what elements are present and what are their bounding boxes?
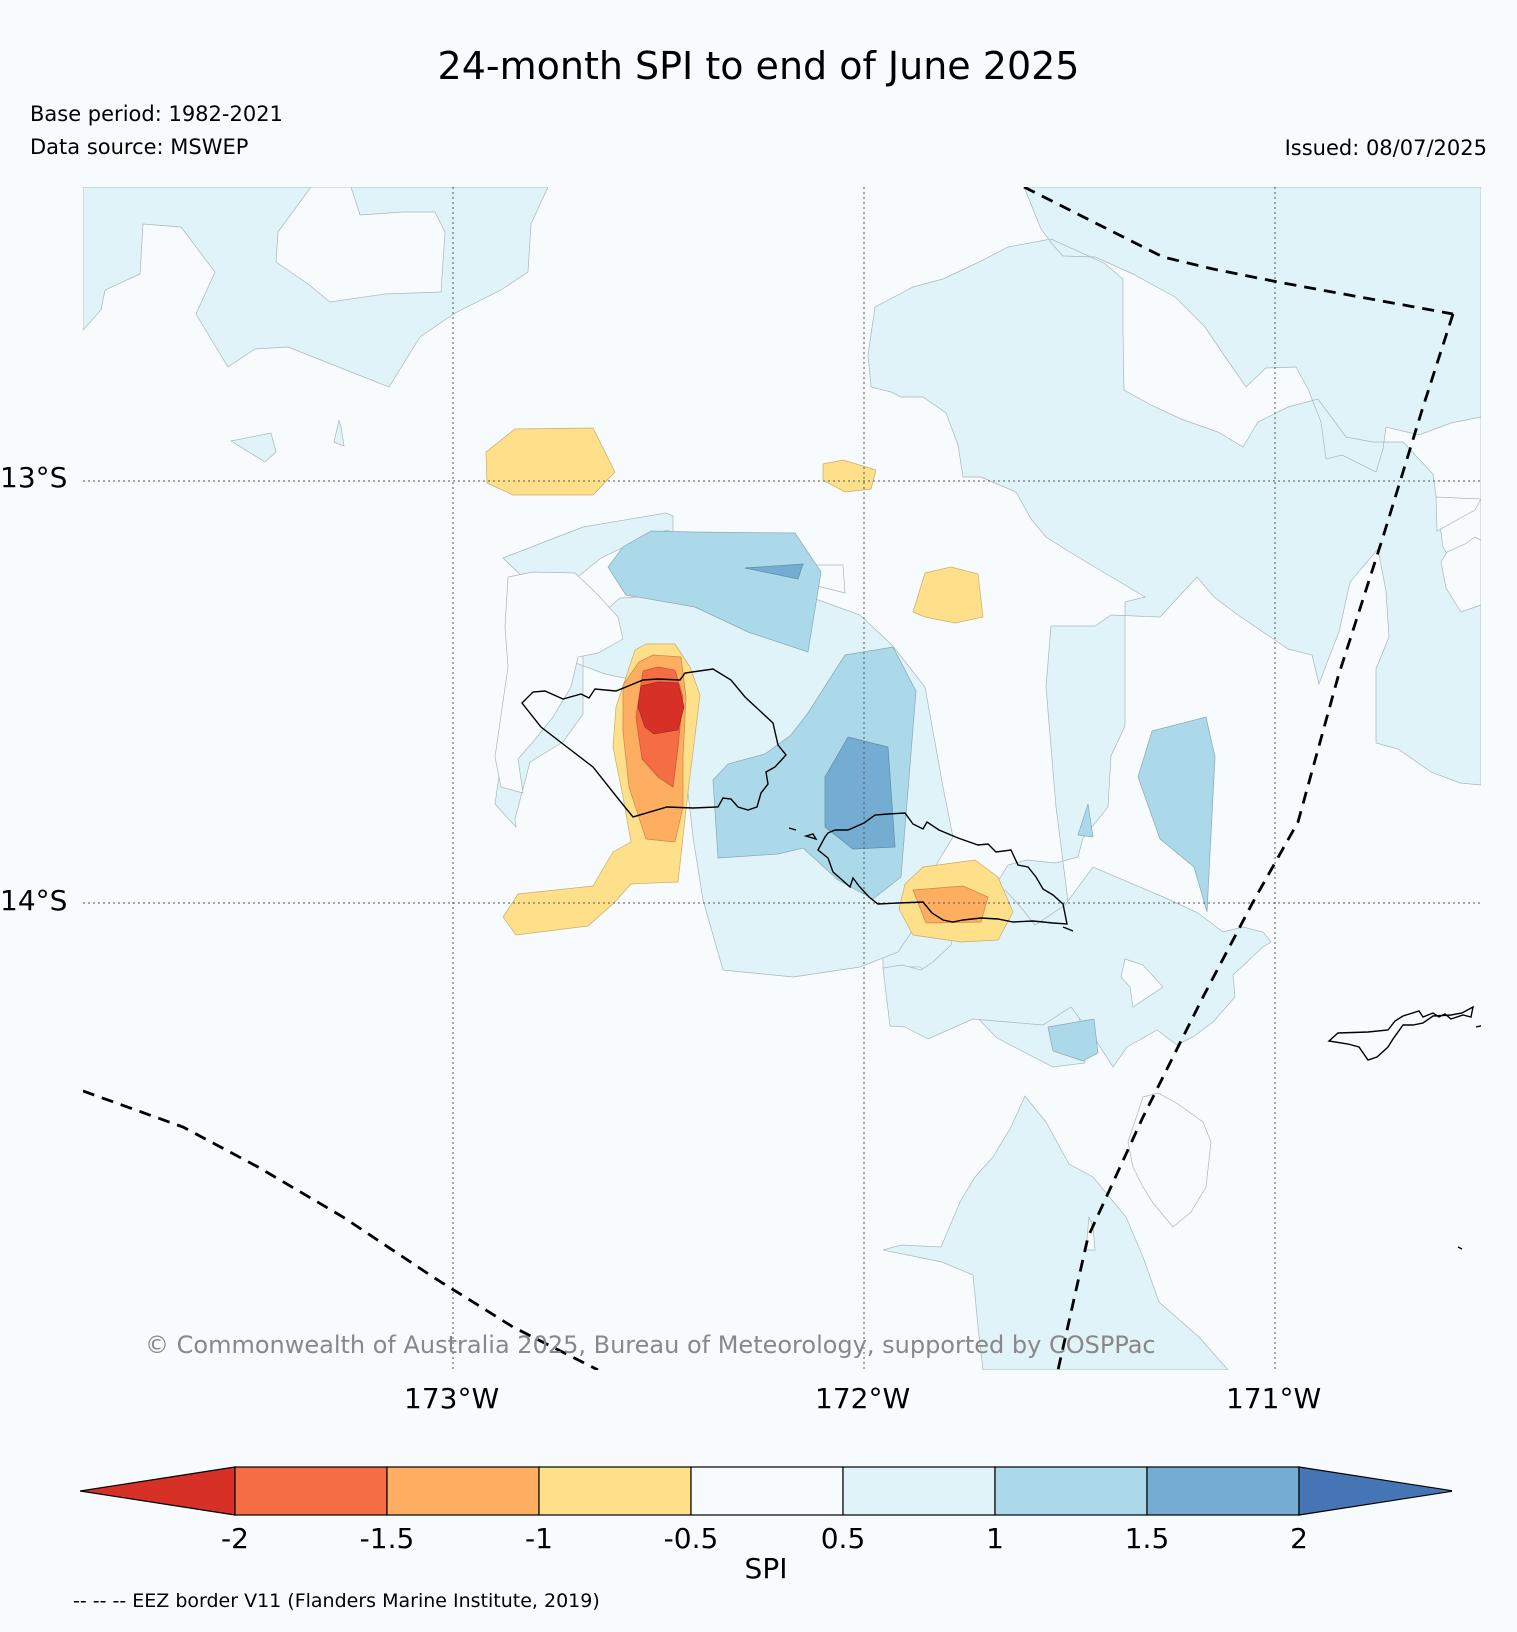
contour-orange-southeast (912, 885, 989, 924)
colorbar-segment (690, 1466, 844, 1516)
neutral-hole-south (1127, 1092, 1212, 1228)
contour-sw-lower-light-blue (882, 1095, 1229, 1370)
manono-islet (803, 833, 818, 841)
data-source-text: Data source: MSWEP (30, 135, 249, 159)
colorbar-tick-label: -2 (221, 1522, 249, 1555)
colorbar-tick-label: -0.5 (663, 1522, 719, 1555)
map-gridlines (83, 187, 1481, 1370)
neutral-hole-east-2 (1435, 496, 1481, 532)
map-title: 24-month SPI to end of June 2025 (437, 44, 1080, 88)
colorbar-segment (842, 1466, 996, 1516)
colorbar-segment (538, 1466, 692, 1516)
upolu-coastline (817, 812, 1068, 925)
spi-1.5-2-regions (744, 563, 896, 850)
aunuu-islet (1475, 1025, 1481, 1028)
issued-date-text: Issued: 08/07/2025 (1284, 136, 1487, 160)
eez-borders (83, 187, 1455, 1370)
eez-border-southwest (83, 1089, 599, 1370)
neutral-hole-east-1 (1440, 536, 1481, 613)
contour-north-medium-blue (607, 530, 822, 653)
lon-tick-173w: 173°W (404, 1382, 500, 1415)
lat-tick-14s: 14°S (0, 884, 68, 917)
eez-border-east (1056, 313, 1455, 1370)
colorbar-tick-label: 0.5 (820, 1522, 866, 1555)
copyright-notice: © Commonwealth of Australia 2025, Bureau… (145, 1331, 1156, 1359)
contour-sliver-medium-blue (1077, 803, 1094, 838)
colorbar-extend-low (80, 1466, 236, 1516)
upolu-east-tip (1062, 926, 1074, 932)
colorbar-segment (994, 1466, 1148, 1516)
eez-border-north (1023, 187, 1454, 316)
colorbar-tick-label: 2 (1290, 1522, 1308, 1555)
contour-small-islet-1 (230, 432, 277, 463)
savaii-coastline (521, 668, 787, 818)
base-period-text: Base period: 1982-2021 (30, 102, 283, 126)
colorbar-tick-label: 1 (986, 1522, 1004, 1555)
contour-central-dark-blue (824, 736, 896, 850)
lon-tick-171w: 171°W (1226, 1382, 1322, 1415)
lon-tick-172w: 172°W (815, 1382, 911, 1415)
colorbar-tick-label: 1.5 (1124, 1522, 1170, 1555)
spi-colorbar (80, 1466, 1452, 1516)
spi-neutral-holes (275, 187, 1481, 1251)
eez-footnote: -- -- -- EEZ border V11 (Flanders Marine… (73, 1590, 600, 1612)
colorbar-segment (234, 1466, 388, 1516)
colorbar-extend-high (1298, 1466, 1452, 1516)
contour-red-core (637, 681, 685, 735)
contour-east-medium-blue (1137, 716, 1216, 913)
contour-yellow-north (485, 427, 616, 496)
colorbar-segment (1146, 1466, 1300, 1516)
colorbar-tick-label: -1 (525, 1522, 553, 1555)
colorbar-label: SPI (744, 1552, 788, 1585)
rose-atoll (1457, 1246, 1463, 1250)
apolima-islet (788, 827, 797, 831)
contour-yellow-east (912, 566, 984, 624)
colorbar-segment (386, 1466, 540, 1516)
contour-yellow-small (822, 459, 877, 493)
tutuila-coastline (1327, 1005, 1474, 1061)
neutral-hole-nw (275, 187, 446, 303)
contour-north-dark-blue (744, 563, 804, 580)
contour-ne-light-blue (867, 187, 1481, 1068)
lat-tick-13s: 13°S (0, 461, 68, 494)
spi-below-neg2-regions (637, 681, 685, 735)
neutral-hole-center (494, 571, 624, 794)
spi-map (83, 187, 1481, 1370)
neutral-hole-lower (1120, 958, 1164, 1008)
coastlines (521, 668, 1481, 1250)
colorbar-tick-label: -1.5 (359, 1522, 415, 1555)
contour-south-medium-blue (1047, 1018, 1099, 1062)
contour-small-islet-2 (333, 419, 345, 447)
